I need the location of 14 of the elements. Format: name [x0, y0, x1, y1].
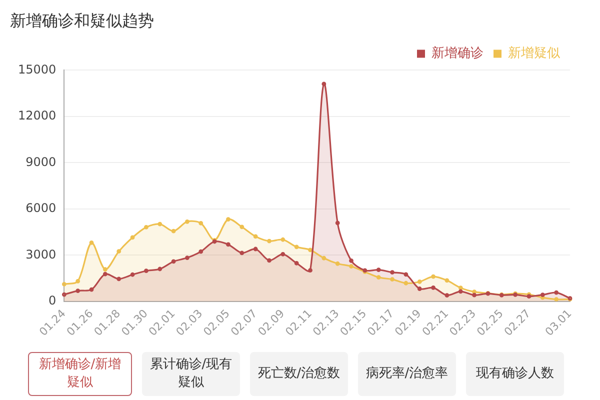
text: 死亡数/治愈数	[250, 352, 348, 396]
y-tick-label: 12000	[18, 108, 56, 123]
chart-title: 新增确诊和疑似趋势	[10, 10, 154, 30]
y-tick-label: 3000	[26, 247, 56, 262]
y-tick-label: 6000	[26, 201, 56, 216]
text: 现有确诊人数	[466, 352, 564, 396]
text: 新增确诊/新增疑似	[28, 352, 132, 396]
legend-label: 新增疑似	[508, 46, 560, 62]
text: 病死率/治愈率	[358, 352, 456, 396]
text: 累计确诊/现有疑似	[142, 352, 240, 396]
y-tick-label: 9000	[26, 154, 56, 169]
y-tick-label: 0	[48, 294, 56, 308]
y-tick-label: 15000	[18, 62, 56, 76]
legend-label: 新增确诊	[432, 46, 484, 62]
